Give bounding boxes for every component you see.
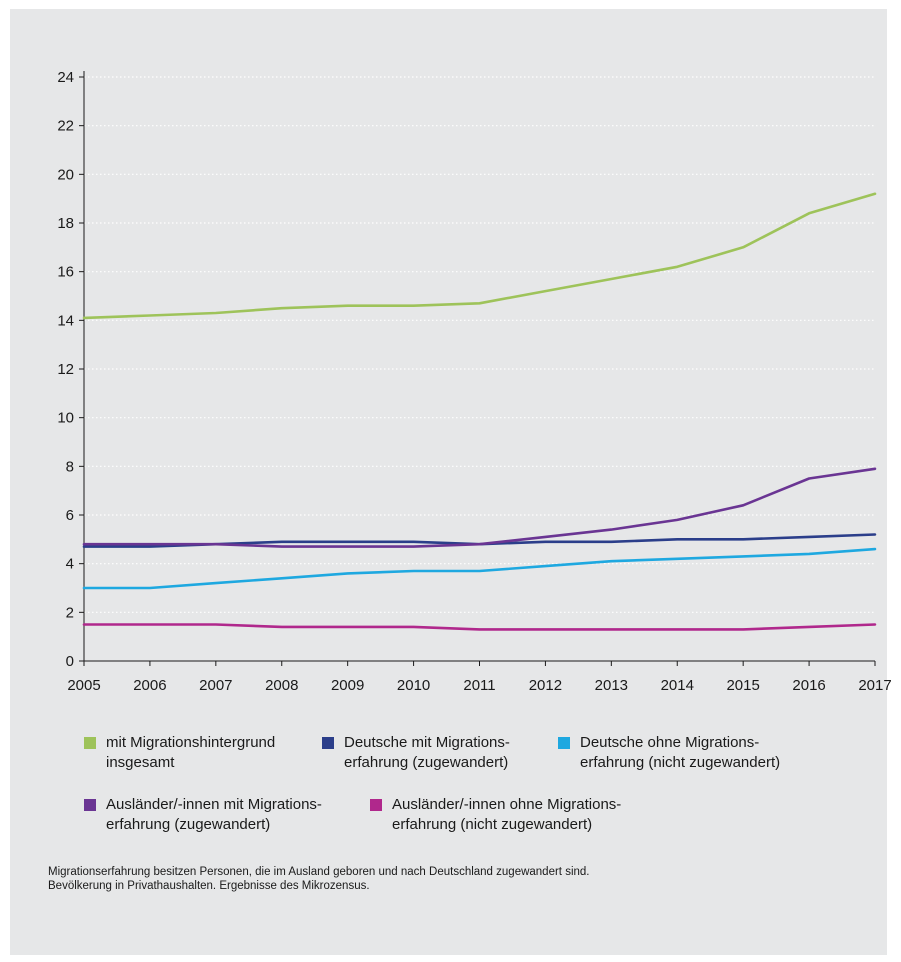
legend-label: Ausländer/-innen mit Migrations- erfahru… [106,796,322,833]
series-line-2 [82,547,877,590]
legend-item-foreign-immigrated: Ausländer/-innen mit Migrations- erfahru… [84,795,322,835]
y-tick-label: 8 [66,458,74,475]
x-tick-label: 2011 [463,677,495,694]
y-tick-label: 14 [57,312,74,329]
legend-item-foreign-not-immigrated: Ausländer/-innen ohne Migrations- erfahr… [370,795,621,835]
x-tick-label: 2006 [133,677,166,694]
legend-swatch [370,799,382,811]
x-tick-label: 2007 [199,677,232,694]
legend-swatch [322,737,334,749]
x-tick-label: 2017 [858,677,891,694]
legend-label: mit Migrationshintergrund insgesamt [106,734,276,771]
series-line-3 [82,467,877,548]
legend-label: Deutsche ohne Migrations- erfahrung (nic… [580,734,781,771]
x-axis-ticks: 2005 2006 2007 2008 2009 2010 2011 2012 2013 2014… [67,661,892,694]
footnote-line-1: Migrationserfahrung besitzen Personen, d… [48,866,590,878]
y-tick-label: 18 [57,215,74,232]
y-tick-label: 0 [66,653,74,670]
legend-swatch [84,737,96,749]
x-tick-label: 2010 [397,677,430,694]
y-tick-label: 10 [57,410,74,427]
legend-item-total: mit Migrationshintergrund insgesamt [84,733,275,773]
footnote-line-2: Bevölkerung in Privathaushalten. Ergebni… [48,880,370,892]
legend-swatch [558,737,570,749]
y-tick-label: 24 [57,69,74,86]
footnote: Migrationserfahrung besitzen Personen, d… [48,865,868,893]
y-tick-label: 2 [66,604,74,621]
x-tick-label: 2016 [792,677,825,694]
legend-item-german-not-immigrated: Deutsche ohne Migrations- erfahrung (nic… [558,733,780,773]
legend-swatch [84,799,96,811]
y-tick-label: 6 [66,507,74,524]
y-tick-label: 16 [57,264,74,281]
chart-panel [10,9,887,955]
y-tick-label: 22 [57,118,74,135]
x-tick-label: 2005 [67,677,100,694]
y-tick-label: 4 [66,556,74,573]
series-line-0 [82,192,877,320]
legend-label: Ausländer/-innen ohne Migrations- erfahr… [392,796,622,833]
x-tick-label: 2015 [726,677,759,694]
legend-label: Deutsche mit Migrations- erfahrung (zuge… [344,734,510,771]
y-tick-label: 12 [57,361,74,378]
x-tick-label: 2008 [265,677,298,694]
x-tick-label: 2014 [661,677,694,694]
grid-lines [84,76,875,613]
y-tick-label: 20 [57,166,74,183]
x-tick-label: 2013 [595,677,628,694]
x-tick-label: 2012 [529,677,562,694]
legend-item-german-immigrated: Deutsche mit Migrations- erfahrung (zuge… [322,733,510,773]
x-tick-label: 2009 [331,677,364,694]
series-lines [82,192,877,631]
series-line-4 [82,623,877,631]
axes [83,71,875,662]
